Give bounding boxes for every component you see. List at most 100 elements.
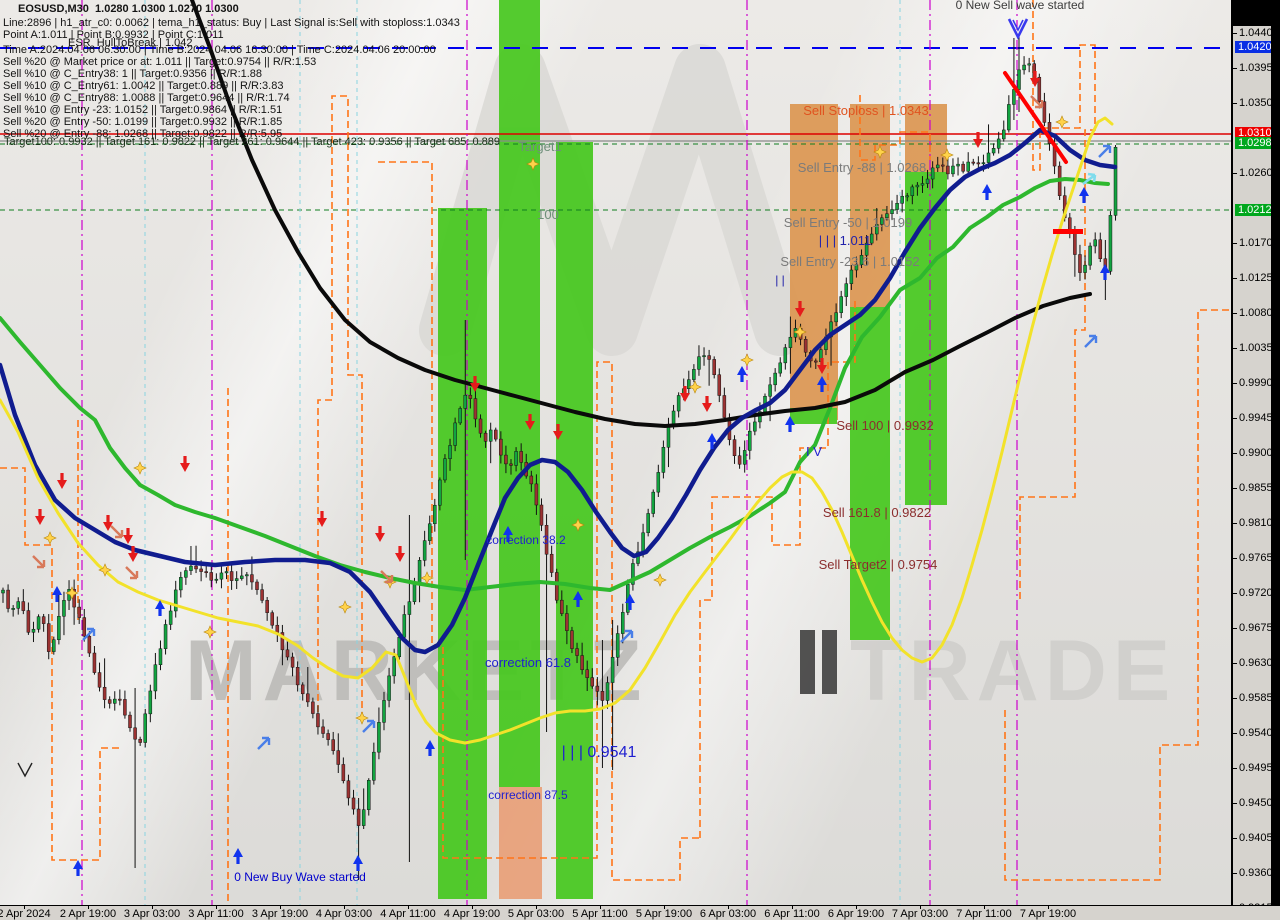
price-level-lines bbox=[0, 47, 1232, 211]
chart-canvas[interactable]: MARKETZ TRADE 0 New Sell wave started Sell … bbox=[0, 0, 1232, 905]
sell-arrow-icon bbox=[126, 528, 130, 536]
star-icon bbox=[65, 586, 79, 600]
price-axis-label: 0.9990 bbox=[1239, 377, 1273, 389]
check-v-icon bbox=[17, 762, 33, 778]
sell-arrow-icon bbox=[378, 526, 382, 534]
signal-markers bbox=[17, 18, 1112, 876]
time-axis-label: 2 Apr 19:00 bbox=[59, 908, 117, 920]
time-axis-label: 5 Apr 03:00 bbox=[507, 908, 565, 920]
time-axis-label: 2 Apr 2024 bbox=[0, 908, 51, 920]
buy-arrow-icon bbox=[428, 748, 432, 756]
price-axis[interactable]: 1.0440 1.0395 1.0350 1.0260 1.0170 1.0125 1.00… bbox=[1232, 0, 1275, 914]
star-icon bbox=[653, 573, 667, 587]
price-badge: 1.0298 bbox=[1235, 137, 1275, 149]
price-axis-label: 0.9360 bbox=[1239, 867, 1273, 879]
price-axis-label: 0.9900 bbox=[1239, 447, 1273, 459]
chart-annotation: | | | 0.9541 bbox=[562, 744, 637, 761]
buy-arrow-icon bbox=[1103, 272, 1107, 280]
buy-arrow-icon bbox=[76, 868, 80, 876]
wave-vertical-lines bbox=[81, 0, 1018, 905]
price-axis-label: 0.9675 bbox=[1239, 622, 1273, 634]
sell-arrow-icon bbox=[106, 515, 110, 523]
chart-annotation: | | bbox=[775, 273, 785, 287]
window-right-edge bbox=[1271, 0, 1280, 905]
time-axis[interactable]: 2 Apr 2024 2 Apr 19:00 3 Apr 03:00 3 Apr 11… bbox=[0, 905, 1280, 920]
time-axis-label: 4 Apr 11:00 bbox=[380, 908, 436, 920]
price-badge: 1.0212 bbox=[1235, 204, 1275, 216]
time-axis-label: 5 Apr 19:00 bbox=[635, 908, 693, 920]
chart-annotation: Sell Entry -50 | 1.0199 bbox=[784, 215, 912, 230]
sell-arrow-icon bbox=[398, 546, 402, 554]
chart-annotation: Sell Entry -23.6 | 1.0152 bbox=[780, 254, 919, 269]
star-icon bbox=[338, 600, 352, 614]
star-icon bbox=[133, 461, 147, 475]
price-axis-label: 0.9630 bbox=[1239, 657, 1273, 669]
chart-annotation: Sell Target2 | 0.9754 bbox=[819, 557, 938, 572]
buy-arrow-icon bbox=[576, 599, 580, 607]
trend-end-arrow-icon bbox=[1082, 172, 1097, 186]
price-axis-label: 0.9585 bbox=[1239, 692, 1273, 704]
star-icon bbox=[1055, 115, 1069, 129]
star-icon bbox=[873, 145, 887, 159]
buy-arrow-icon bbox=[1082, 195, 1086, 203]
trend-line[interactable] bbox=[1003, 71, 1068, 164]
hollow-up-arrow-icon bbox=[362, 719, 376, 733]
star-icon bbox=[688, 380, 702, 394]
sell-arrow-icon bbox=[131, 546, 135, 554]
star-icon bbox=[940, 148, 954, 162]
sell-arrow-icon bbox=[320, 511, 324, 519]
price-axis-label: 1.0035 bbox=[1239, 342, 1273, 354]
buy-arrow-icon bbox=[710, 441, 714, 449]
chart-annotation: I V bbox=[806, 444, 822, 459]
time-axis-label: 6 Apr 03:00 bbox=[699, 908, 757, 920]
sell-arrow-icon bbox=[798, 301, 802, 309]
chart-annotation: correction 87.5 bbox=[488, 788, 568, 802]
hollow-down-arrow-icon bbox=[110, 525, 124, 539]
star-icon bbox=[740, 353, 754, 367]
sell-arrow-icon bbox=[820, 358, 824, 366]
chart-annotation: Sell 100 | 0.9932 bbox=[836, 418, 933, 433]
chart-annotation: Sell Stoploss | 1.0343 bbox=[803, 103, 929, 118]
star-icon bbox=[571, 518, 585, 532]
hollow-up-arrow-icon bbox=[620, 629, 634, 643]
buy-arrow-icon bbox=[740, 374, 744, 382]
targets-summary-line: Target100: 0.9932 || Target 161: 0.9822 … bbox=[4, 136, 501, 148]
price-axis-label: 0.9495 bbox=[1239, 762, 1273, 774]
watermark: MARKETZ TRADE bbox=[185, 44, 1170, 719]
stop-channel-lines bbox=[0, 0, 1230, 902]
sell-arrow-icon bbox=[473, 376, 477, 384]
chart-annotation: correction 61.8 bbox=[485, 655, 571, 670]
chart-plot-area[interactable]: MARKETZ TRADE 0 New Sell wave started Sell … bbox=[0, 0, 1232, 905]
star-icon bbox=[526, 157, 540, 171]
buy-arrow-icon bbox=[506, 534, 510, 542]
signal-zone-bands bbox=[438, 0, 947, 899]
sell-arrow-icon bbox=[705, 396, 709, 404]
ma-green bbox=[0, 177, 1110, 592]
buy-arrow-icon bbox=[55, 594, 59, 602]
sell-arrow-icon bbox=[38, 509, 42, 517]
chart-annotation: 0 New Sell wave started bbox=[956, 0, 1085, 12]
price-badge: 1.0310 bbox=[1235, 127, 1275, 139]
price-axis-label: 0.9405 bbox=[1239, 832, 1273, 844]
price-axis-label: 0.9765 bbox=[1239, 552, 1273, 564]
hollow-down-arrow-icon bbox=[1030, 95, 1044, 109]
price-axis-label: 0.9855 bbox=[1239, 482, 1273, 494]
buy-arrow-icon bbox=[820, 384, 824, 392]
chart-annotation: 0 New Buy Wave started bbox=[234, 870, 366, 884]
hollow-up-arrow-icon bbox=[1098, 144, 1112, 158]
hollow-up-arrow-icon bbox=[82, 627, 96, 641]
hollow-down-arrow-icon bbox=[32, 555, 46, 569]
chart-annotation: Sell 161.8 | 0.9822 bbox=[823, 505, 931, 520]
sell-arrow-icon bbox=[683, 386, 687, 394]
price-axis-label: 1.0170 bbox=[1239, 237, 1273, 249]
time-axis-label: 7 Apr 11:00 bbox=[956, 908, 1012, 920]
ma-yellow bbox=[0, 116, 1114, 745]
sell-arrow-icon bbox=[556, 424, 560, 432]
ma-navy bbox=[0, 127, 1118, 655]
time-axis-label: 5 Apr 11:00 bbox=[572, 908, 628, 920]
support-marker-bar bbox=[1053, 229, 1083, 234]
sell-arrow-icon bbox=[976, 132, 980, 140]
buy-arrow-icon bbox=[788, 424, 792, 432]
sell-arrow-icon bbox=[60, 473, 64, 481]
sell-wave-v-icon bbox=[1007, 18, 1029, 40]
